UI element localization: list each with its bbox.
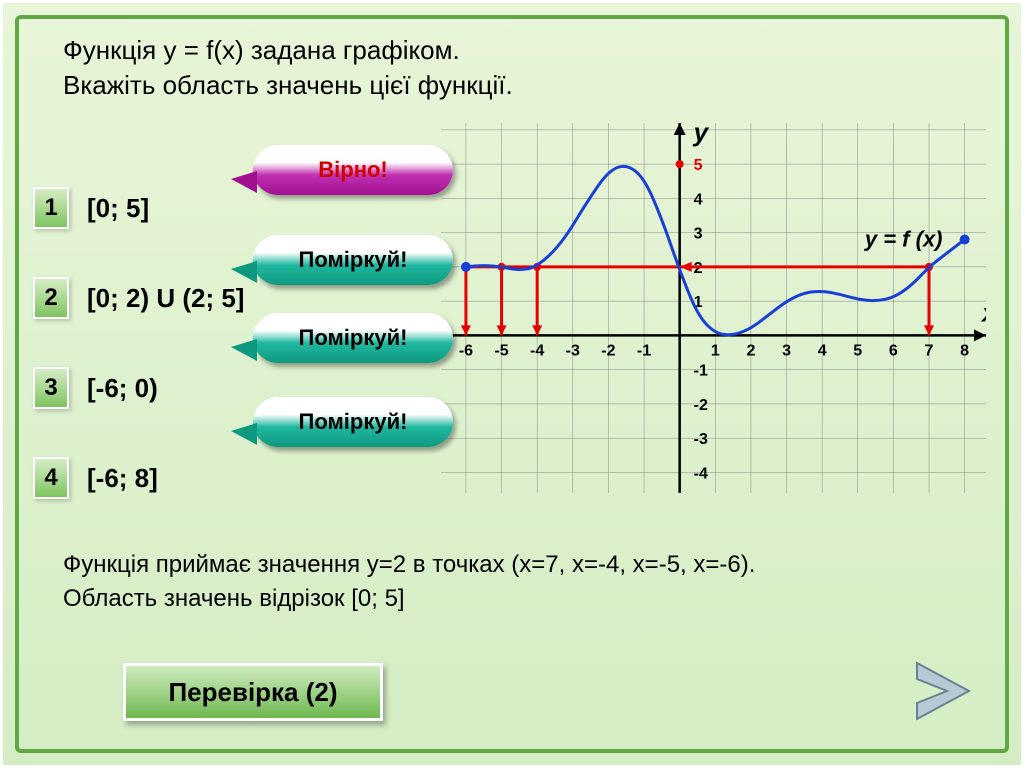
feedback-bubble-3: Поміркуй! — [253, 313, 453, 363]
svg-text:2: 2 — [746, 342, 755, 359]
answer-2-num: 2 — [33, 277, 69, 319]
explain-line1: Функція приймає значення y=2 в точках (х… — [63, 551, 755, 578]
answer-2-text: [0; 2) U (2; 5] — [87, 283, 244, 314]
svg-text:-2: -2 — [694, 397, 708, 414]
feedback-1-text: Вірно! — [318, 157, 388, 183]
feedback-bubble-1: Вірно! — [253, 145, 453, 195]
answer-4[interactable]: 4 [-6; 8] Поміркуй! — [33, 433, 413, 523]
svg-text:8: 8 — [960, 342, 969, 359]
explain-line2: Область значень відрізок [0; 5] — [63, 585, 405, 612]
answer-3-num: 3 — [33, 367, 69, 409]
explanation: Функція приймає значення y=2 в точках (х… — [63, 548, 755, 615]
answer-4-num: 4 — [33, 457, 69, 499]
svg-text:4: 4 — [818, 342, 827, 359]
svg-text:4: 4 — [694, 191, 703, 208]
svg-text:7: 7 — [925, 342, 934, 359]
svg-text:5: 5 — [853, 342, 862, 359]
svg-text:-4: -4 — [530, 342, 544, 359]
svg-text:5: 5 — [694, 157, 703, 174]
svg-text:3: 3 — [694, 226, 703, 243]
answers-block: 1 [0; 5] Вірно! 2 [0; 2) U (2; 5] Помірк… — [33, 163, 413, 523]
svg-text:х: х — [980, 297, 986, 327]
feedback-bubble-4: Поміркуй! — [253, 397, 453, 447]
svg-text:-1: -1 — [637, 342, 651, 359]
question-line1: Функція y = f(x) задана графіком. — [63, 35, 460, 65]
feedback-2-text: Поміркуй! — [299, 247, 408, 273]
next-arrow-icon[interactable] — [911, 657, 981, 725]
feedback-4-text: Поміркуй! — [299, 409, 408, 435]
svg-text:-3: -3 — [694, 431, 708, 448]
question-text: Функція y = f(x) задана графіком. Вкажіт… — [63, 33, 513, 103]
svg-text:-6: -6 — [459, 342, 473, 359]
svg-text:6: 6 — [889, 342, 898, 359]
svg-text:-4: -4 — [694, 465, 708, 482]
svg-text:y = f (x): y = f (x) — [864, 226, 943, 251]
chart: ху-6-5-4-3-2-11234567812345-1-2-3-4y = f… — [441, 123, 986, 493]
slide: Функція y = f(x) задана графіком. Вкажіт… — [0, 0, 1024, 768]
question-line2: Вкажіть область значень цієї функції. — [63, 70, 513, 100]
answer-3-text: [-6; 0) — [87, 373, 158, 404]
check-button-label: Перевірка (2) — [168, 677, 337, 708]
svg-text:3: 3 — [782, 342, 791, 359]
svg-text:-2: -2 — [601, 342, 615, 359]
answer-1-text: [0; 5] — [87, 193, 149, 224]
svg-text:-5: -5 — [494, 342, 508, 359]
svg-text:1: 1 — [711, 342, 720, 359]
check-button[interactable]: Перевірка (2) — [123, 663, 383, 721]
svg-text:-3: -3 — [566, 342, 580, 359]
svg-text:у: у — [692, 123, 710, 147]
feedback-bubble-2: Поміркуй! — [253, 235, 453, 285]
answer-1-num: 1 — [33, 187, 69, 229]
svg-text:-1: -1 — [694, 363, 708, 380]
answer-4-text: [-6; 8] — [87, 463, 158, 494]
feedback-3-text: Поміркуй! — [299, 325, 408, 351]
chart-svg: ху-6-5-4-3-2-11234567812345-1-2-3-4y = f… — [441, 123, 986, 493]
